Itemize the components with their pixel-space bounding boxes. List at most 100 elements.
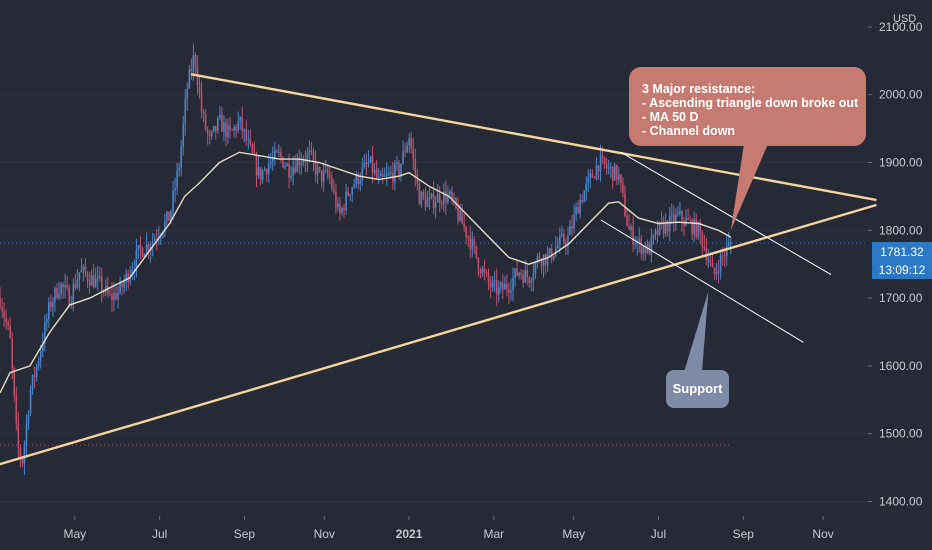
candle-body (426, 199, 429, 208)
candle-body (453, 198, 455, 200)
candle-body (353, 184, 356, 188)
candle-body (261, 170, 264, 180)
candle-body (595, 165, 598, 179)
candle-body (245, 129, 248, 141)
candle-body (312, 151, 315, 161)
candle-body (381, 173, 384, 177)
candle-body (359, 179, 362, 184)
candle-body (131, 270, 134, 276)
candle-body (567, 235, 569, 246)
candle-body (514, 268, 516, 279)
candle-body (186, 88, 189, 100)
candle-body (271, 158, 274, 162)
resistance-callout-line: - Ascending triangle down broke out (642, 96, 859, 110)
candle-body (192, 55, 195, 72)
candle-body (493, 280, 496, 282)
candle-body (394, 163, 396, 182)
candle-body (219, 114, 221, 119)
candle-body (404, 150, 406, 153)
candle-body (587, 177, 590, 183)
candle-body (479, 270, 482, 275)
candle-body (701, 232, 704, 247)
candle-body (60, 283, 62, 294)
candle-body (166, 211, 168, 221)
candle-body (626, 215, 628, 226)
candle-body (687, 218, 689, 221)
candle-body (556, 244, 559, 248)
candle-body (174, 188, 176, 191)
candle-body (675, 214, 677, 223)
candle-body (573, 214, 575, 229)
y-tick-label: 1400.00 (879, 494, 923, 508)
candle-body (440, 203, 443, 205)
candle-body (679, 211, 681, 214)
resistance-callout-pointer (730, 144, 768, 231)
y-tick-label: 1700.00 (879, 291, 923, 305)
candle-body (589, 173, 592, 178)
candle-body (504, 283, 506, 290)
candle-body (624, 193, 626, 216)
candle-body (447, 194, 449, 203)
candle-body (322, 170, 325, 182)
candle-body (349, 194, 351, 196)
candle-body (518, 272, 520, 276)
candle-body (190, 69, 193, 72)
candle-body (538, 256, 541, 261)
candle-body (363, 162, 366, 168)
candle-body (534, 263, 537, 274)
candle-body (214, 126, 217, 132)
candle-body (107, 285, 109, 294)
candle-body (689, 220, 691, 222)
candle-body (255, 154, 258, 176)
candle-body (265, 169, 268, 175)
candle-body (499, 283, 502, 288)
candle-body (420, 192, 423, 205)
candle-body (591, 173, 594, 178)
candle-body (184, 99, 187, 124)
candle-body (125, 273, 128, 282)
candle-body (7, 322, 9, 326)
candle-body (485, 271, 488, 274)
candle-body (188, 69, 191, 89)
candle-body (664, 221, 667, 234)
candle-body (477, 257, 480, 271)
support-callout-pointer (684, 291, 709, 372)
candle-body (406, 145, 408, 153)
candle-body (292, 167, 294, 176)
y-tick-label: 1600.00 (879, 359, 923, 373)
candle-body (471, 239, 474, 250)
ma-50-line (0, 151, 732, 394)
candle-body (683, 221, 685, 226)
candle-body (147, 244, 150, 252)
candle-body (11, 338, 14, 368)
candle-body (113, 292, 115, 300)
candle-body (618, 174, 620, 180)
candle-body (198, 84, 201, 93)
candle-body (528, 277, 531, 284)
candle-body (115, 292, 117, 300)
candle-body (143, 254, 146, 257)
candle-body (585, 182, 588, 192)
candle-body (180, 146, 182, 168)
candle-body (64, 284, 66, 288)
callout-pointers (684, 144, 768, 372)
candle-body (583, 191, 586, 203)
candle-body (463, 223, 465, 227)
candle-body (400, 163, 402, 175)
candle-body (314, 160, 317, 175)
candle-body (129, 275, 132, 283)
candle-body (58, 293, 60, 298)
candle-body (310, 150, 313, 152)
candle-body (418, 183, 421, 205)
candle-body (662, 221, 665, 234)
candle-body (616, 165, 618, 180)
candle-body (571, 226, 573, 229)
candle-body (282, 157, 284, 168)
x-tick-label: 2021 (396, 527, 423, 541)
candle-body (133, 268, 136, 271)
candle-body (436, 193, 439, 203)
candle-body (601, 155, 604, 158)
candle-body (634, 243, 636, 245)
x-tick-label: Jul (152, 527, 167, 541)
candle-body (613, 165, 616, 181)
